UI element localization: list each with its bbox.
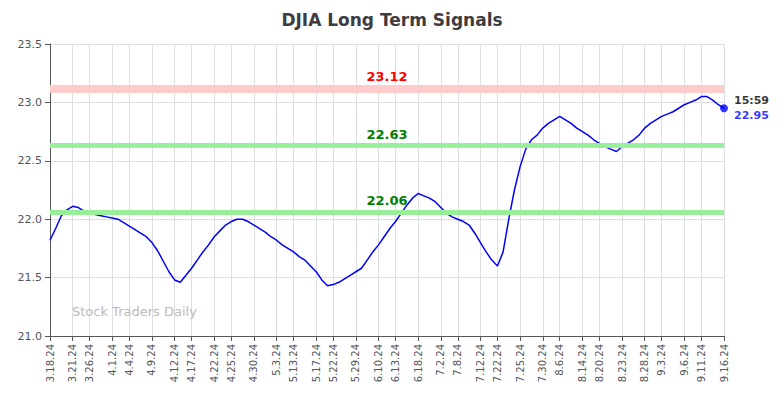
- svg-text:4.9.24: 4.9.24: [146, 344, 157, 376]
- svg-text:4.4.24: 4.4.24: [124, 344, 135, 376]
- svg-text:8.20.24: 8.20.24: [594, 344, 605, 382]
- svg-text:Stock Traders Daily: Stock Traders Daily: [72, 304, 197, 319]
- svg-text:9.3.24: 9.3.24: [656, 344, 667, 376]
- svg-text:9.6.24: 9.6.24: [679, 344, 690, 376]
- svg-text:9.16.24: 9.16.24: [719, 344, 730, 382]
- svg-text:3.26.24: 3.26.24: [84, 344, 95, 382]
- svg-text:7.30.24: 7.30.24: [537, 344, 548, 382]
- svg-text:3.21.24: 3.21.24: [67, 344, 78, 382]
- svg-text:5.22.24: 5.22.24: [328, 344, 339, 382]
- svg-text:5.13.24: 5.13.24: [288, 344, 299, 382]
- svg-text:8.23.24: 8.23.24: [617, 344, 628, 382]
- svg-text:23.0: 23.0: [18, 96, 43, 109]
- svg-text:8.28.24: 8.28.24: [639, 344, 650, 382]
- svg-text:6.18.24: 6.18.24: [413, 344, 424, 382]
- svg-text:23.12: 23.12: [366, 69, 407, 84]
- svg-text:7.22.24: 7.22.24: [492, 344, 503, 382]
- svg-text:21.0: 21.0: [18, 330, 43, 343]
- svg-text:9.11.24: 9.11.24: [696, 344, 707, 382]
- svg-text:8.14.24: 8.14.24: [577, 344, 588, 382]
- svg-text:7.25.24: 7.25.24: [515, 344, 526, 382]
- svg-text:3.18.24: 3.18.24: [45, 344, 56, 382]
- svg-text:6.10.24: 6.10.24: [373, 344, 384, 382]
- svg-text:7.8.24: 7.8.24: [452, 344, 463, 376]
- svg-text:4.12.24: 4.12.24: [169, 344, 180, 382]
- svg-text:5.29.24: 5.29.24: [350, 344, 361, 382]
- svg-text:DJIA Long Term Signals: DJIA Long Term Signals: [281, 10, 502, 30]
- svg-text:4.22.24: 4.22.24: [209, 344, 220, 382]
- svg-text:7.2.24: 7.2.24: [435, 344, 446, 376]
- svg-text:4.17.24: 4.17.24: [186, 344, 197, 382]
- svg-text:4.25.24: 4.25.24: [226, 344, 237, 382]
- svg-text:7.12.24: 7.12.24: [475, 344, 486, 382]
- svg-text:22.0: 22.0: [18, 213, 43, 226]
- svg-text:22.06: 22.06: [366, 193, 407, 208]
- svg-text:5.17.24: 5.17.24: [311, 344, 322, 382]
- svg-text:23.5: 23.5: [18, 38, 43, 51]
- svg-text:22.95: 22.95: [734, 109, 769, 122]
- svg-text:4.30.24: 4.30.24: [248, 344, 259, 382]
- svg-text:22.5: 22.5: [18, 154, 43, 167]
- svg-text:15:59: 15:59: [734, 94, 769, 107]
- svg-text:5.3.24: 5.3.24: [271, 344, 282, 376]
- svg-text:6.13.24: 6.13.24: [390, 344, 401, 382]
- svg-text:21.5: 21.5: [18, 271, 43, 284]
- svg-text:4.1.24: 4.1.24: [107, 344, 118, 376]
- svg-text:22.63: 22.63: [366, 127, 407, 142]
- svg-text:8.6.24: 8.6.24: [554, 344, 565, 376]
